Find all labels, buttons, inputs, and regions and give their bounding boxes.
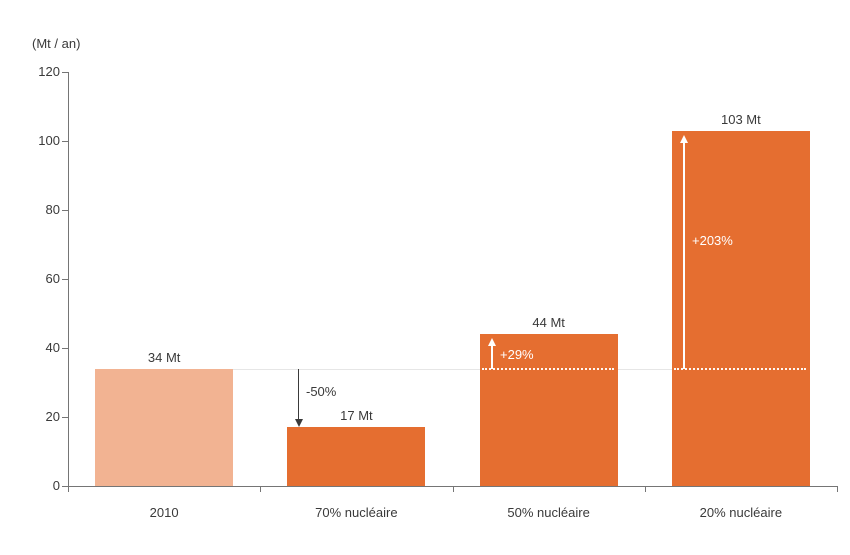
y-axis-tick-label: 40 [45, 340, 60, 355]
bar-20-nucleaire [672, 131, 810, 486]
y-axis-tick-label: 0 [52, 478, 60, 493]
x-axis-tick [260, 487, 261, 492]
plot-area [68, 72, 838, 487]
category-label: 50% nucléaire [507, 505, 590, 520]
category-label: 70% nucléaire [315, 505, 398, 520]
annotation-label: -50% [306, 384, 337, 399]
x-axis-tick [68, 487, 69, 492]
dotted-reference-line [482, 368, 614, 370]
annotation-label: +203% [692, 233, 733, 248]
y-axis-tick-label: 60 [45, 271, 60, 286]
bar-50-nucleaire [480, 334, 618, 486]
annotation-label: +29% [500, 347, 534, 362]
bar-value-label: 34 Mt [147, 350, 181, 365]
up-arrow-line [683, 143, 685, 369]
bar-value-label: 103 Mt [721, 112, 761, 127]
y-axis-tick [62, 486, 68, 487]
up-arrow-line [491, 346, 493, 369]
bar-70-nucleaire [287, 427, 425, 486]
y-axis-tick-label: 100 [38, 133, 60, 148]
y-axis-tick [62, 72, 68, 73]
y-axis-tick [62, 417, 68, 418]
x-axis-tick [453, 487, 454, 492]
category-label: 20% nucléaire [699, 505, 783, 520]
y-axis-tick [62, 348, 68, 349]
down-arrow-line [298, 369, 299, 420]
bar-value-label: 44 Mt [532, 315, 565, 330]
y-axis-tick-label: 120 [38, 64, 60, 79]
y-axis-tick [62, 279, 68, 280]
y-axis-tick-label: 20 [45, 409, 60, 424]
up-arrow-head [488, 338, 496, 346]
x-axis-tick [837, 487, 838, 492]
bar-2010 [95, 369, 233, 486]
y-axis-unit-label: (Mt / an) [32, 36, 81, 51]
reference-line-segment [618, 369, 672, 370]
up-arrow-head [680, 135, 688, 143]
y-axis-tick [62, 210, 68, 211]
reference-line-segment [233, 369, 480, 370]
category-label: 2010 [149, 505, 179, 520]
dotted-reference-line [674, 368, 806, 370]
x-axis-tick [645, 487, 646, 492]
y-axis-tick-label: 80 [45, 202, 60, 217]
y-axis-tick [62, 141, 68, 142]
bar-value-label: 17 Mt [340, 408, 373, 423]
down-arrow-head [295, 419, 303, 427]
